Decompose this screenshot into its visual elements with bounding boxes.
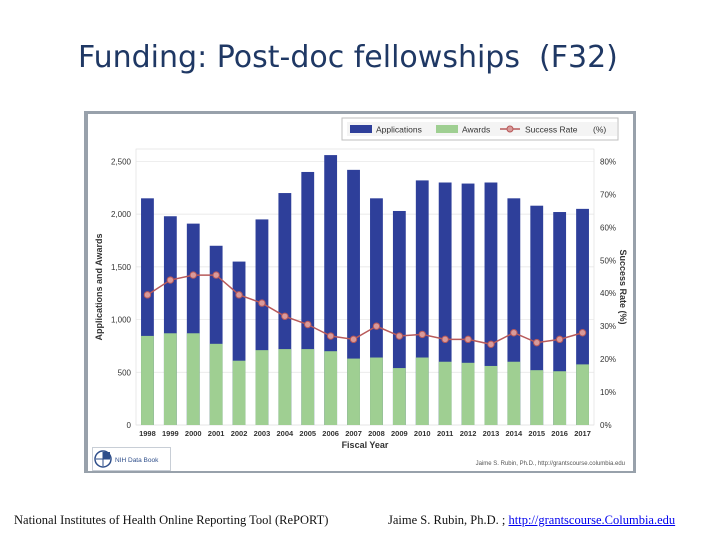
success-rate-line	[147, 274, 583, 346]
y2-tick-label: 50%	[600, 256, 616, 265]
x-tick-label: 2000	[185, 429, 202, 438]
bar-awards	[347, 358, 360, 425]
legend-label-applications: Applications	[376, 125, 422, 135]
success-rate-point	[166, 276, 175, 284]
success-rate-point	[441, 335, 449, 344]
bar-awards	[461, 362, 475, 425]
bar-awards	[232, 360, 246, 425]
bar-awards	[209, 343, 223, 425]
y2-tick-label: 70%	[600, 190, 616, 199]
bar-awards	[415, 357, 429, 425]
x-tick-label: 1998	[139, 429, 156, 438]
legend-label-success-rate-unit: (%)	[593, 125, 606, 135]
success-rate-point	[372, 322, 381, 330]
bar-awards	[553, 371, 567, 425]
success-rate-point	[349, 335, 358, 344]
legend-label-awards: Awards	[462, 125, 490, 135]
bar-awards	[324, 351, 338, 425]
x-tick-label: 2008	[368, 429, 385, 438]
bar-awards	[163, 333, 177, 425]
combo-chart: 0 500 1,000 1,500 2,000 2,500 0% 10% 20% 30% 40% 5…	[88, 114, 633, 471]
legend-label-success-rate: Success Rate	[525, 125, 578, 135]
x-tick-label: 2003	[254, 429, 271, 438]
bar-awards	[278, 349, 292, 425]
success-rate-point	[418, 330, 426, 339]
bar-awards	[530, 370, 544, 425]
success-rate-point	[578, 329, 587, 337]
y2-tick-label: 30%	[600, 322, 616, 331]
x-tick-label: 2007	[345, 429, 362, 438]
y-axis-label: Applications and Awards	[94, 233, 104, 340]
chart-area: 0 500 1,000 1,500 2,000 2,500 0% 10% 20% 30% 40% 5…	[88, 114, 633, 471]
success-rate-point	[555, 335, 564, 344]
y2-tick-label: 60%	[600, 223, 616, 232]
x-tick-label: 2014	[506, 429, 524, 438]
bar-awards	[392, 368, 406, 425]
y-tick-label: 1,000	[111, 316, 132, 325]
chart-credit: Jaime S. Rubin, Ph.D., http://grantscour…	[475, 461, 625, 467]
y-tick-label: 2,000	[111, 210, 132, 219]
x-tick-label: 2006	[322, 429, 339, 438]
legend-swatch-applications	[350, 125, 372, 133]
x-tick-label: 1999	[162, 429, 179, 438]
success-rate-point	[258, 299, 266, 307]
x-tick-label: 2016	[551, 429, 568, 438]
y2-tick-label: 40%	[600, 289, 616, 298]
footer-credit: Jaime S. Rubin, Ph.D. ; http://grantscou…	[388, 513, 675, 528]
success-rate-point	[304, 320, 312, 329]
y2-tick-label: 10%	[600, 388, 616, 397]
y-tick-label: 1,500	[111, 263, 132, 272]
bar-awards	[484, 365, 498, 425]
y2-tick-label: 20%	[600, 355, 616, 364]
y2-tick-label: 0%	[600, 421, 612, 430]
x-tick-label: 2015	[528, 429, 545, 438]
success-rate-point	[464, 335, 472, 344]
y-tick-label: 0	[127, 421, 132, 430]
footer-link[interactable]: http://grantscourse.Columbia.edu	[508, 513, 676, 527]
bar-awards	[576, 364, 589, 425]
bar-awards	[255, 350, 269, 425]
bar-awards	[507, 361, 521, 425]
success-rate-point	[281, 312, 289, 320]
x-tick-label: 2013	[483, 429, 500, 438]
bar-awards	[186, 333, 200, 425]
x-tick-label: 2004	[277, 429, 295, 438]
x-tick-label: 2012	[460, 429, 477, 438]
bar-awards	[438, 361, 452, 425]
success-rate-point	[533, 338, 541, 347]
success-rate-point	[212, 271, 220, 279]
x-tick-label: 2002	[231, 429, 248, 438]
success-rate-point	[326, 332, 335, 340]
x-tick-label: 2010	[414, 429, 431, 438]
logo-text: NIH Data Book	[115, 457, 159, 464]
bar-awards	[141, 335, 154, 425]
bar-awards	[301, 349, 315, 425]
footer-author: Jaime S. Rubin, Ph.D. ;	[388, 513, 509, 527]
y-tick-label: 2,500	[111, 157, 132, 166]
success-rate-point	[235, 291, 243, 299]
x-tick-label: 2017	[574, 429, 591, 438]
x-tick-label: 2005	[299, 429, 316, 438]
x-tick-label: 2001	[208, 429, 225, 438]
nih-data-book-logo: NIH Data Book	[92, 447, 171, 471]
x-axis-label: Fiscal Year	[342, 440, 389, 450]
chart-frame: 0 500 1,000 1,500 2,000 2,500 0% 10% 20% 30% 40% 5…	[84, 111, 636, 473]
bar-awards	[370, 357, 383, 425]
success-rate-point	[143, 291, 152, 299]
success-rate-point	[395, 332, 404, 340]
legend-swatch-success-rate-marker	[506, 125, 514, 133]
legend-swatch-awards	[436, 125, 458, 133]
legend: Applications Awards Success Rate (%)	[341, 117, 619, 141]
y2-axis-label: Success Rate (%)	[618, 249, 628, 324]
x-tick-label: 2011	[437, 429, 453, 438]
y-tick-label: 500	[118, 368, 132, 377]
y2-tick-label: 80%	[600, 157, 616, 166]
success-rate-point	[510, 329, 518, 337]
bar-applications	[484, 182, 498, 425]
success-rate-point	[487, 340, 495, 348]
footer-source: National Institutes of Health Online Rep…	[14, 513, 329, 527]
slide-title: Funding: Post-doc fellowships (F32)	[78, 40, 618, 75]
x-tick-label: 2009	[391, 429, 408, 438]
success-rate-point	[189, 271, 197, 279]
